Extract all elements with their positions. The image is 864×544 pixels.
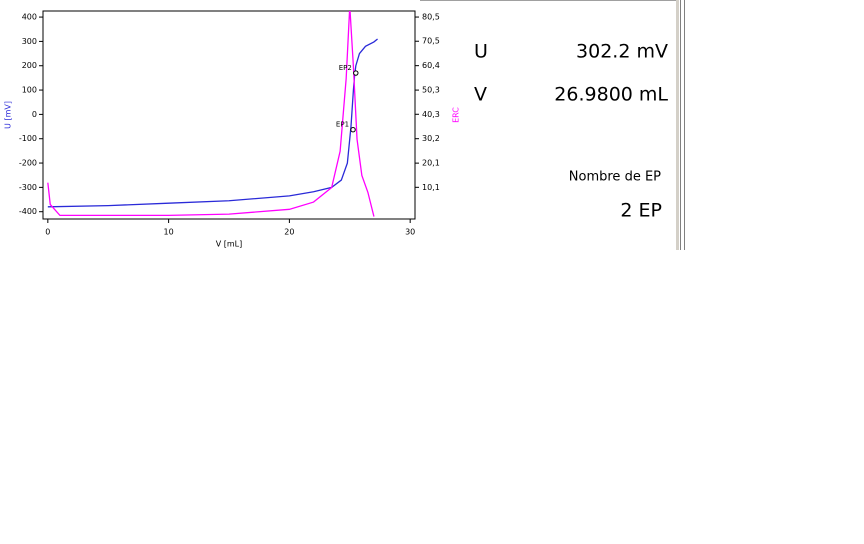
panel-value: 26.9800 mL xyxy=(554,84,668,106)
y-tick-label: 0 xyxy=(32,110,37,119)
x-tick-label: 20 xyxy=(284,228,294,237)
endpoint-label: EP2 xyxy=(339,64,352,72)
y2-tick-label: 80,5 xyxy=(422,13,440,22)
y-tick-label: 300 xyxy=(22,37,37,46)
y2-tick-label: 10,1 xyxy=(422,183,440,192)
y-tick-label: -100 xyxy=(19,134,37,143)
y-tick-label: 200 xyxy=(22,61,37,70)
splitter xyxy=(676,0,679,250)
y-axis-label: U [mV] xyxy=(4,101,13,129)
endpoint-marker xyxy=(350,127,356,133)
y2-tick-label: 40,3 xyxy=(422,110,440,119)
x-tick-label: 10 xyxy=(164,228,174,237)
y-tick-label: -300 xyxy=(19,183,37,192)
y-tick-label: 400 xyxy=(22,13,37,22)
endpoint-label: EP1 xyxy=(336,121,349,129)
y2-axis-label: ERC xyxy=(452,107,461,123)
series-line xyxy=(47,11,375,217)
plot-frame xyxy=(42,10,416,220)
y2-tick-label: 50,3 xyxy=(422,86,440,95)
x-axis-label: V [mL] xyxy=(216,240,243,249)
ep-label: Nombre de EP xyxy=(569,170,661,185)
y-tick-label: -200 xyxy=(19,159,37,168)
y-tick-label: -400 xyxy=(19,207,37,216)
y2-tick-label: 70,5 xyxy=(422,37,440,46)
y2-tick-label: 20,1 xyxy=(422,159,440,168)
panel-label: V xyxy=(474,84,487,106)
series-line xyxy=(47,38,378,208)
y2-tick-label: 30,2 xyxy=(422,134,440,143)
panel-label: U xyxy=(474,41,488,63)
ep-value: 2 EP xyxy=(620,200,662,222)
panel-value: 302.2 mV xyxy=(576,41,668,63)
endpoint-marker xyxy=(353,70,359,76)
x-tick-label: 30 xyxy=(405,228,415,237)
y-tick-label: 100 xyxy=(22,86,37,95)
x-tick-label: 0 xyxy=(45,228,50,237)
y2-tick-label: 60,4 xyxy=(422,61,440,70)
plot-area xyxy=(47,11,378,217)
